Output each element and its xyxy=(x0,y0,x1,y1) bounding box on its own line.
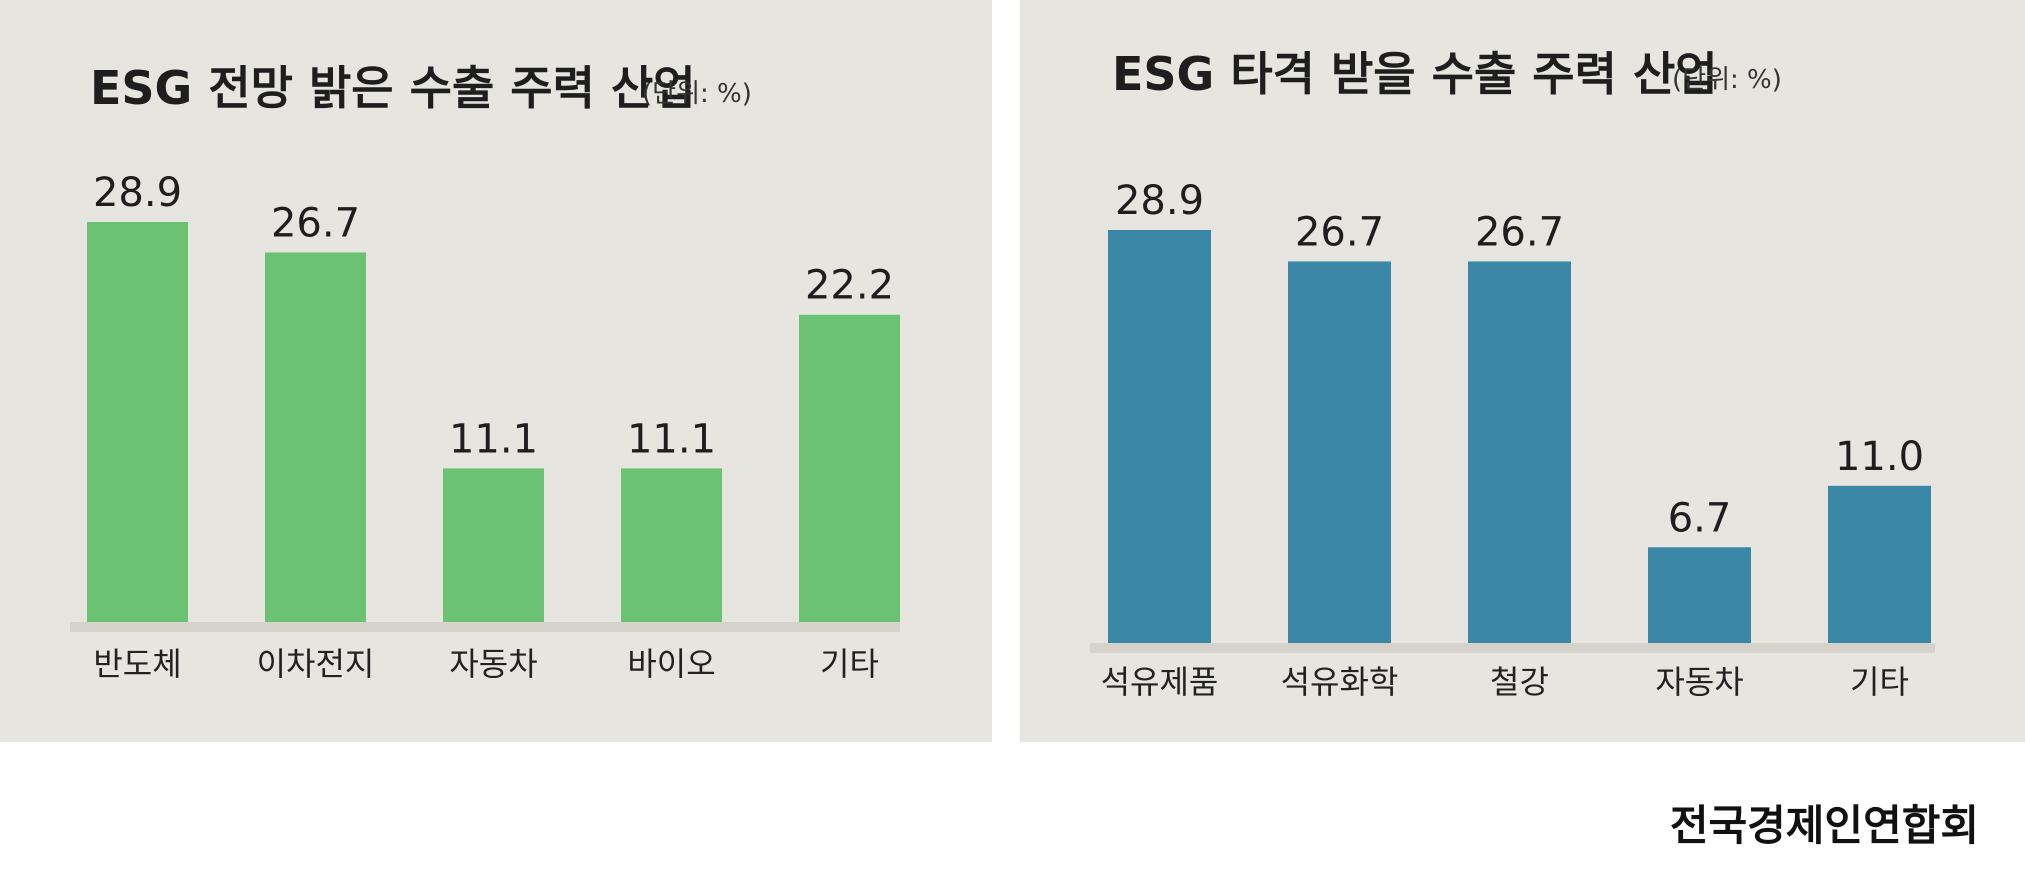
chart-right-category-label-2: 석유화학 xyxy=(1281,663,1399,701)
chart-left-category-label-2: 이차전지 xyxy=(257,645,375,683)
chart-right-bar-4 xyxy=(1648,547,1751,643)
chart-left-unit: (단위: %) xyxy=(642,79,752,109)
chart-left-bar-2 xyxy=(265,252,366,622)
chart-left-category-label-5: 기타 xyxy=(820,645,879,683)
chart-right-bar-5 xyxy=(1828,485,1931,643)
chart-right-bar-3 xyxy=(1468,261,1571,643)
chart-left-category-label-1: 반도체 xyxy=(93,645,181,683)
chart-left-bar-1 xyxy=(87,222,188,622)
chart-left-bar-5 xyxy=(799,314,900,622)
chart-left-bar-3 xyxy=(443,468,544,622)
chart-left-bars: 28.9 반도체 26.7 이차전지 11.1 자동차 11.1 바이오 22.2 기타 xyxy=(70,170,900,683)
chart-right-value-label-4: 6.7 xyxy=(1668,495,1732,541)
chart-left-value-label-3: 11.1 xyxy=(449,416,538,462)
chart-right-category-label-5: 기타 xyxy=(1850,663,1909,701)
chart-right-bar-1 xyxy=(1108,230,1211,643)
chart-left-value-label-1: 28.9 xyxy=(93,170,182,216)
chart-right-value-label-3: 26.7 xyxy=(1475,209,1564,255)
chart-left: ESG 전망 밝은 수출 주력 산업 (단위: %) 28.9 반도체 26.7 이차… xyxy=(70,61,900,683)
chart-right-value-label-1: 28.9 xyxy=(1115,178,1204,224)
chart-right-bars: 28.9 석유제품 26.7 석유화학 26.7 철강 6.7 자동차 11.0 기타 xyxy=(1090,178,1935,701)
chart-right-category-label-3: 철강 xyxy=(1490,663,1549,701)
chart-right-unit: (단위: %) xyxy=(1672,65,1782,95)
chart-left-title: ESG 전망 밝은 수출 주력 산업 xyxy=(90,61,696,115)
chart-right: ESG 타격 받을 수출 주력 산업 (단위: %) 28.9 석유제품 26.7 석… xyxy=(1090,47,1935,701)
chart-panel-right: ESG 타격 받을 수출 주력 산업 (단위: %) 28.9 석유제품 26.7 석… xyxy=(1020,0,2025,742)
chart-left-value-label-2: 26.7 xyxy=(271,200,360,246)
chart-left-value-label-4: 11.1 xyxy=(627,416,716,462)
chart-left-category-label-3: 자동차 xyxy=(449,645,537,683)
chart-panel-left: ESG 전망 밝은 수출 주력 산업 (단위: %) 28.9 반도체 26.7 이차… xyxy=(0,0,992,742)
chart-right-baseline-shadow xyxy=(1090,643,1935,653)
source-credit: 전국경제인연합회 xyxy=(1669,801,1979,850)
chart-right-bar-2 xyxy=(1288,261,1391,643)
chart-left-bar-4 xyxy=(621,468,722,622)
chart-right-value-label-5: 11.0 xyxy=(1835,434,1924,480)
chart-left-baseline-shadow xyxy=(70,622,900,632)
chart-right-category-label-4: 자동차 xyxy=(1655,663,1743,701)
chart-left-category-label-4: 바이오 xyxy=(627,645,715,683)
chart-right-title: ESG 타격 받을 수출 주력 산업 xyxy=(1112,47,1718,101)
chart-left-value-label-5: 22.2 xyxy=(805,263,894,309)
chart-right-value-label-2: 26.7 xyxy=(1295,209,1384,255)
chart-right-category-label-1: 석유제품 xyxy=(1101,663,1219,701)
